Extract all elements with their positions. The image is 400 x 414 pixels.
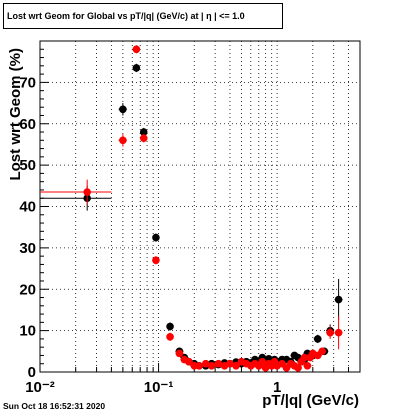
black-data-point: [118, 103, 127, 116]
red-data-point: [166, 332, 174, 341]
marker: [214, 359, 223, 368]
black-data-point: [334, 278, 343, 321]
marker: [318, 347, 327, 356]
y-axis-title: Lost wrt Geom (%): [7, 48, 24, 181]
red-data-point: [152, 256, 160, 265]
marker: [195, 361, 203, 370]
marker: [334, 295, 343, 304]
red-data-point: [318, 347, 327, 356]
marker: [152, 256, 160, 265]
marker: [226, 359, 234, 368]
red-data-point: [40, 179, 112, 205]
red-data-point: [118, 134, 127, 147]
marker: [175, 349, 184, 358]
marker: [83, 188, 91, 196]
y-tick-label: 10: [19, 323, 36, 340]
red-data-point: [334, 316, 343, 350]
marker: [207, 361, 216, 370]
red-data-point: [214, 359, 223, 368]
marker: [303, 361, 312, 370]
timestamp-footer: Sun Oct 18 16:52:31 2020: [3, 401, 106, 411]
red-data-point: [294, 364, 303, 372]
red-data-point: [195, 361, 204, 370]
red-data-point: [184, 357, 193, 366]
red-data-point: [175, 349, 184, 358]
grid-lines: [40, 41, 360, 372]
y-tick-label: 0: [28, 364, 36, 381]
marker: [232, 361, 240, 370]
x-tick-label: 1: [273, 379, 281, 396]
y-tick-label: 40: [19, 199, 36, 216]
marker: [139, 134, 148, 143]
marker: [258, 357, 267, 366]
red-data-point: [232, 361, 241, 370]
y-tick-label: 70: [19, 74, 36, 91]
marker: [132, 45, 141, 54]
black-data-point: [166, 322, 174, 331]
red-data-point: [225, 359, 234, 368]
black-data-point: [313, 334, 322, 344]
marker: [334, 328, 343, 337]
axis-ticks: [39, 48, 361, 373]
marker: [300, 353, 309, 362]
marker: [294, 364, 302, 372]
x-tick-label: 10⁻¹: [144, 379, 174, 396]
marker: [139, 128, 148, 136]
red-data-point: [207, 361, 216, 370]
marker: [119, 136, 127, 145]
black-data-point: [152, 233, 160, 242]
black-data-point: [132, 63, 141, 73]
chart-title: Lost wrt Geom for Global vs pT/|q| (GeV/…: [3, 3, 283, 29]
y-tick-label: 50: [19, 157, 36, 174]
marker: [166, 333, 174, 341]
red-data-point: [139, 134, 148, 143]
data-points: [40, 45, 343, 372]
tick-labels: 0 10 20 30 40 50 60 70 10⁻² 10⁻¹ 1: [19, 74, 281, 396]
red-data-point: [326, 326, 335, 339]
y-tick-label: 60: [19, 116, 36, 133]
marker: [152, 233, 160, 242]
red-data-point: [303, 361, 312, 370]
marker: [185, 357, 193, 366]
red-data-point: [132, 45, 141, 54]
marker: [313, 335, 322, 343]
marker: [166, 322, 174, 331]
x-axis-title: pT/|q| (GeV/c): [262, 392, 359, 409]
marker: [326, 328, 334, 337]
marker: [119, 105, 127, 114]
y-tick-label: 30: [19, 240, 36, 257]
red-data-point: [300, 353, 309, 362]
red-data-point: [258, 357, 267, 366]
y-tick-label: 20: [19, 281, 36, 298]
x-tick-label: 10⁻²: [25, 379, 55, 396]
marker: [132, 64, 141, 72]
